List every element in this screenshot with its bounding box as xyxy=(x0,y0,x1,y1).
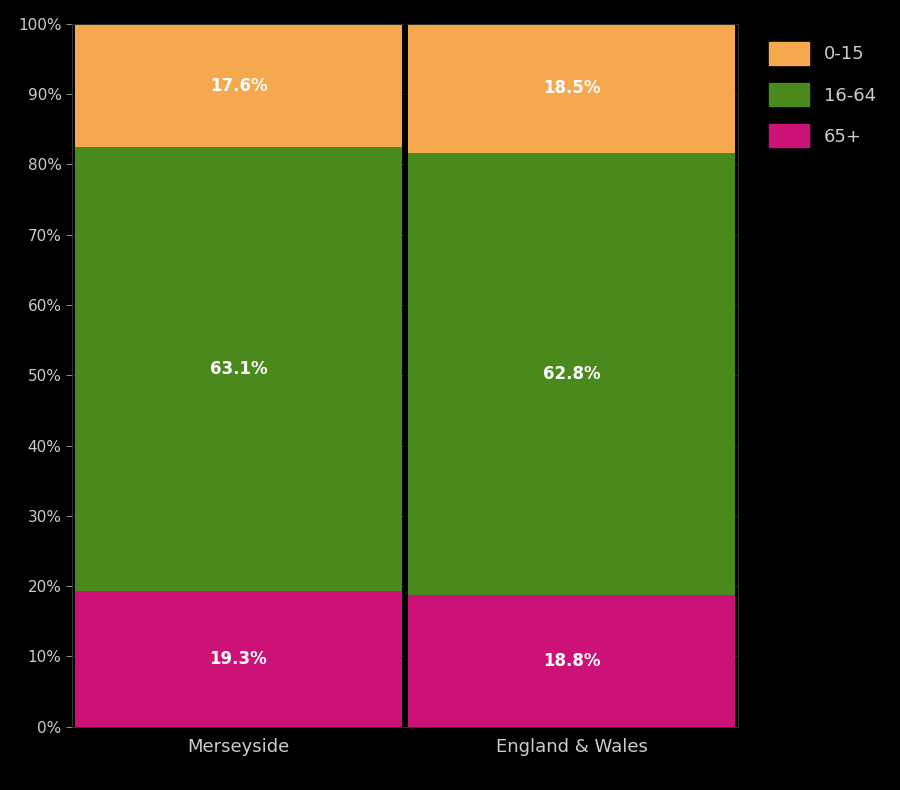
Text: 18.5%: 18.5% xyxy=(543,79,600,97)
Legend: 0-15, 16-64, 65+: 0-15, 16-64, 65+ xyxy=(760,32,885,156)
Bar xyxy=(409,153,734,595)
Text: 17.6%: 17.6% xyxy=(210,77,267,95)
Text: 18.8%: 18.8% xyxy=(543,652,600,670)
Text: 63.1%: 63.1% xyxy=(210,360,267,378)
Bar xyxy=(76,591,401,727)
Bar xyxy=(409,595,734,727)
Bar xyxy=(76,24,401,148)
Bar xyxy=(76,148,401,591)
Text: 62.8%: 62.8% xyxy=(543,365,600,383)
Bar xyxy=(409,23,734,153)
Text: 19.3%: 19.3% xyxy=(210,650,267,668)
